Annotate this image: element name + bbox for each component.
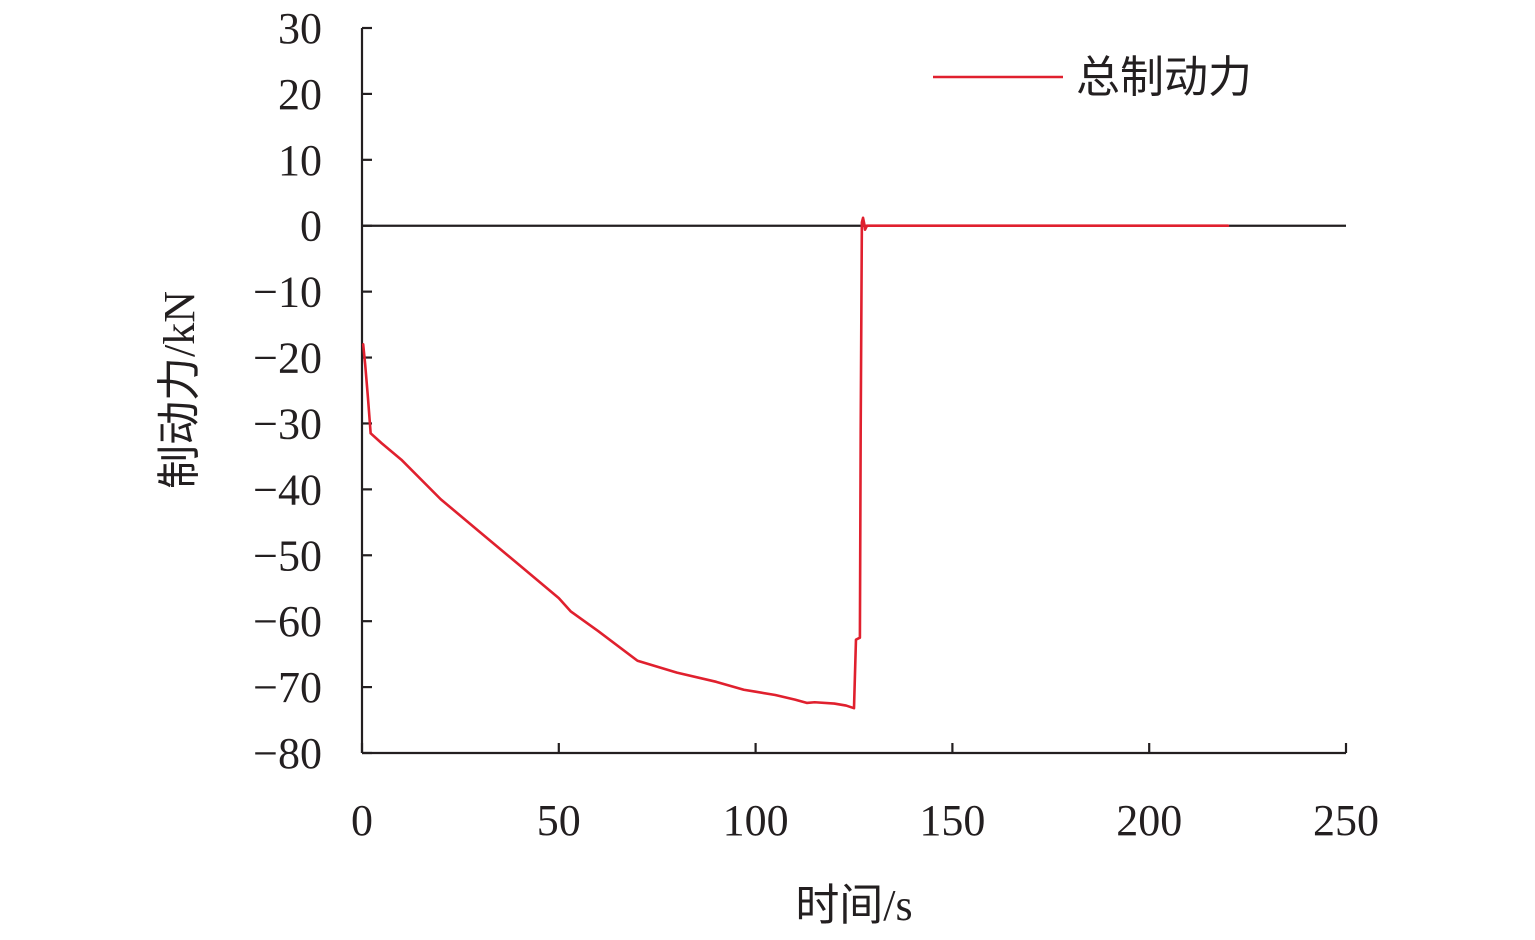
y-tick-label: −10: [253, 268, 322, 317]
x-tick-label: 250: [1313, 796, 1379, 845]
x-axis-title: 时间/s: [795, 881, 912, 930]
y-tick-label: −60: [253, 597, 322, 646]
y-tick-label: −30: [253, 399, 322, 448]
x-tick-label: 0: [351, 796, 373, 845]
y-tick-label: −40: [253, 465, 322, 514]
y-tick-label: −80: [253, 729, 322, 778]
y-tick-label: 0: [300, 202, 322, 251]
y-tick-label: 20: [278, 70, 322, 119]
y-tick-label: −50: [253, 531, 322, 580]
x-tick-label: 50: [537, 796, 581, 845]
y-tick-label: −20: [253, 334, 322, 383]
legend: 总制动力: [933, 53, 1252, 102]
series-line: [361, 216, 1230, 710]
y-axis-title: 制动力/kN: [155, 291, 204, 489]
y-tick-label: 10: [278, 136, 322, 185]
x-tick-label: 200: [1116, 796, 1182, 845]
x-tick-label: 100: [723, 796, 789, 845]
legend-label: 总制动力: [1076, 53, 1252, 102]
x-tick-label: 150: [919, 796, 985, 845]
x-ticks: 0 50 100 150 200 250: [351, 743, 1379, 845]
y-tick-label: −70: [253, 663, 322, 712]
series-group: [361, 216, 1230, 710]
y-ticks: 30 20 10 0 −10 −20 −30 −40 −50 −60 −70 −80: [253, 4, 372, 778]
y-tick-label: 30: [278, 4, 322, 53]
